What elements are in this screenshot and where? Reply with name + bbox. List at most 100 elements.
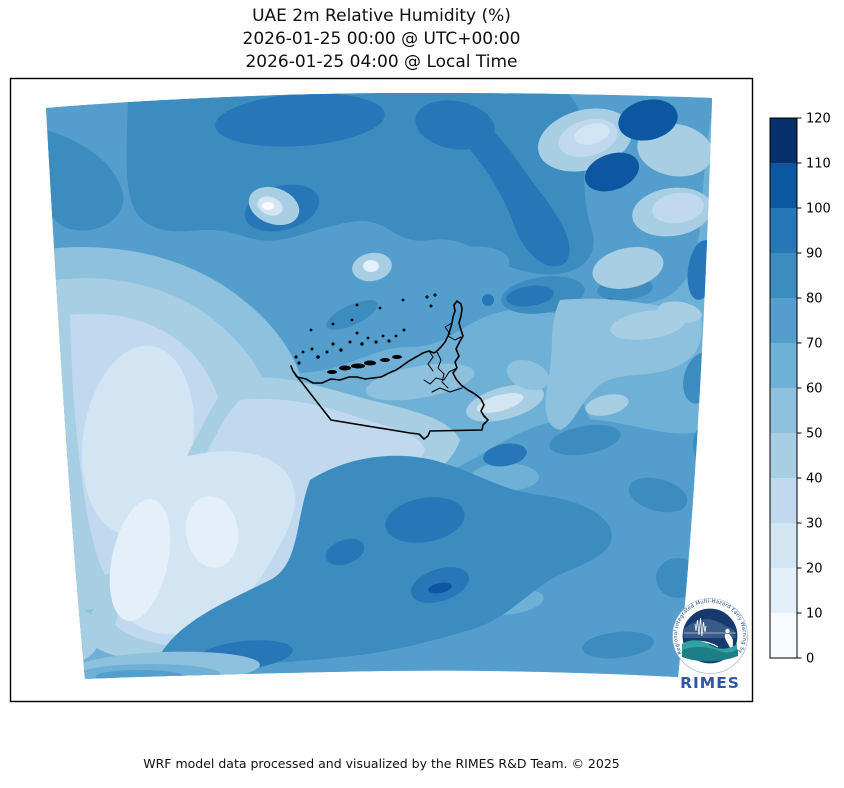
contour-band xyxy=(46,128,124,231)
contour-band xyxy=(157,455,613,670)
emirate-boundary xyxy=(447,335,462,341)
logo-wave-dark xyxy=(682,647,738,662)
contour-band xyxy=(658,301,702,323)
emirate-boundary xyxy=(431,387,463,393)
plot-title: UAE 2m Relative Humidity (%) 2026-01-25 … xyxy=(10,5,753,74)
colorbar-tick-label: 10 xyxy=(806,607,823,622)
contour-field xyxy=(46,93,712,679)
colorbar-segment xyxy=(770,478,797,523)
island-dot xyxy=(339,348,343,352)
contour-band xyxy=(482,294,494,306)
contour-band xyxy=(483,443,527,467)
contour-band xyxy=(582,631,654,659)
contour-band xyxy=(262,202,274,210)
island-dot xyxy=(355,331,359,335)
contour-band xyxy=(109,499,171,621)
contour-band xyxy=(400,246,510,294)
contour-band xyxy=(549,424,621,456)
emirate-boundary xyxy=(427,350,434,372)
colorbar-tick-label: 110 xyxy=(806,157,831,172)
island-dot xyxy=(310,347,314,351)
contour-band xyxy=(574,123,610,145)
uae-border xyxy=(290,300,489,440)
island-blob xyxy=(351,363,365,369)
island-dot xyxy=(360,342,364,346)
island-dot xyxy=(355,303,359,307)
logo-person-head xyxy=(725,628,730,634)
colorbar-tick-label: 70 xyxy=(806,337,823,352)
island-dot xyxy=(348,340,352,344)
emirate-boundary xyxy=(423,367,458,385)
island-dot xyxy=(331,322,335,326)
colorbar-tick-label: 20 xyxy=(806,562,823,577)
island-dot xyxy=(401,298,405,302)
contour-band xyxy=(326,300,378,330)
contour-band xyxy=(428,582,452,594)
colorbar-tick-label: 40 xyxy=(806,472,823,487)
colorbar-segment xyxy=(770,253,797,298)
island-dot xyxy=(331,342,335,346)
colorbar-segment xyxy=(770,343,797,388)
colorbar-segment xyxy=(770,208,797,253)
colorbar-tick-labels: 0 10 20 30 40 50 60 70 80 90 100 110 120 xyxy=(806,112,831,667)
contour-band xyxy=(185,496,239,568)
contour-band xyxy=(506,359,550,391)
colorbar-segment xyxy=(770,523,797,568)
colorbar-tick-label: 60 xyxy=(806,382,823,397)
colorbar-segment xyxy=(770,298,797,343)
colorbar-segment xyxy=(770,613,797,658)
colorbar-segment xyxy=(770,388,797,433)
colorbar-segments xyxy=(770,118,797,658)
colorbar-tick-label: 50 xyxy=(806,427,823,442)
island-dot xyxy=(429,304,433,308)
contour-band xyxy=(652,192,704,224)
contour-band xyxy=(385,497,465,543)
colorbar-segment xyxy=(770,568,797,613)
rimes-logo: Regional Integrated Multi-Hazard Early W… xyxy=(672,598,748,693)
title-line-2: 2026-01-25 00:00 @ UTC+00:00 xyxy=(242,29,521,49)
island-dot xyxy=(316,355,320,359)
uae-outline xyxy=(290,300,489,440)
colorbar-tick-label: 120 xyxy=(806,112,831,127)
contour-band xyxy=(628,477,688,513)
logo-wordmark: RIMES xyxy=(680,674,740,692)
island-dot xyxy=(325,350,329,354)
island-dot xyxy=(378,306,382,310)
island-dot xyxy=(374,340,378,344)
island-dot xyxy=(381,334,385,338)
island-dot xyxy=(350,318,354,322)
island-blob xyxy=(392,355,402,359)
contour-band xyxy=(325,538,365,566)
island-dot xyxy=(387,339,391,343)
contour-band xyxy=(618,99,678,141)
island-dot xyxy=(297,361,301,365)
uae-islands xyxy=(294,293,437,374)
contour-band xyxy=(506,285,554,307)
island-dot xyxy=(294,355,298,359)
title-line-3: 2026-01-25 04:00 @ Local Time xyxy=(245,52,518,72)
colorbar-segment xyxy=(770,163,797,208)
island-dot xyxy=(301,350,305,354)
colorbar-tick-label: 30 xyxy=(806,517,823,532)
island-dot xyxy=(402,328,406,332)
colorbar-ticks xyxy=(797,117,802,659)
contour-band xyxy=(461,113,570,267)
colorbar-tick-label: 100 xyxy=(806,202,831,217)
colorbar-tick-label: 90 xyxy=(806,247,823,262)
colorbar-segment xyxy=(770,433,797,478)
colorbar: 0 10 20 30 40 50 60 70 80 90 100 110 120 xyxy=(769,112,831,667)
island-dot xyxy=(366,336,370,340)
contour-band xyxy=(215,93,385,147)
emirate-boundary xyxy=(444,322,453,335)
island-blob xyxy=(327,370,337,374)
island-blob xyxy=(339,365,351,371)
title-line-1: UAE 2m Relative Humidity (%) xyxy=(252,6,511,26)
colorbar-tick-label: 0 xyxy=(806,652,814,667)
colorbar-tick-label: 80 xyxy=(806,292,823,307)
island-dot xyxy=(394,334,398,338)
island-dot xyxy=(309,328,313,332)
island-blob xyxy=(380,358,390,362)
footer-credit: WRF model data processed and visualized … xyxy=(143,756,620,771)
